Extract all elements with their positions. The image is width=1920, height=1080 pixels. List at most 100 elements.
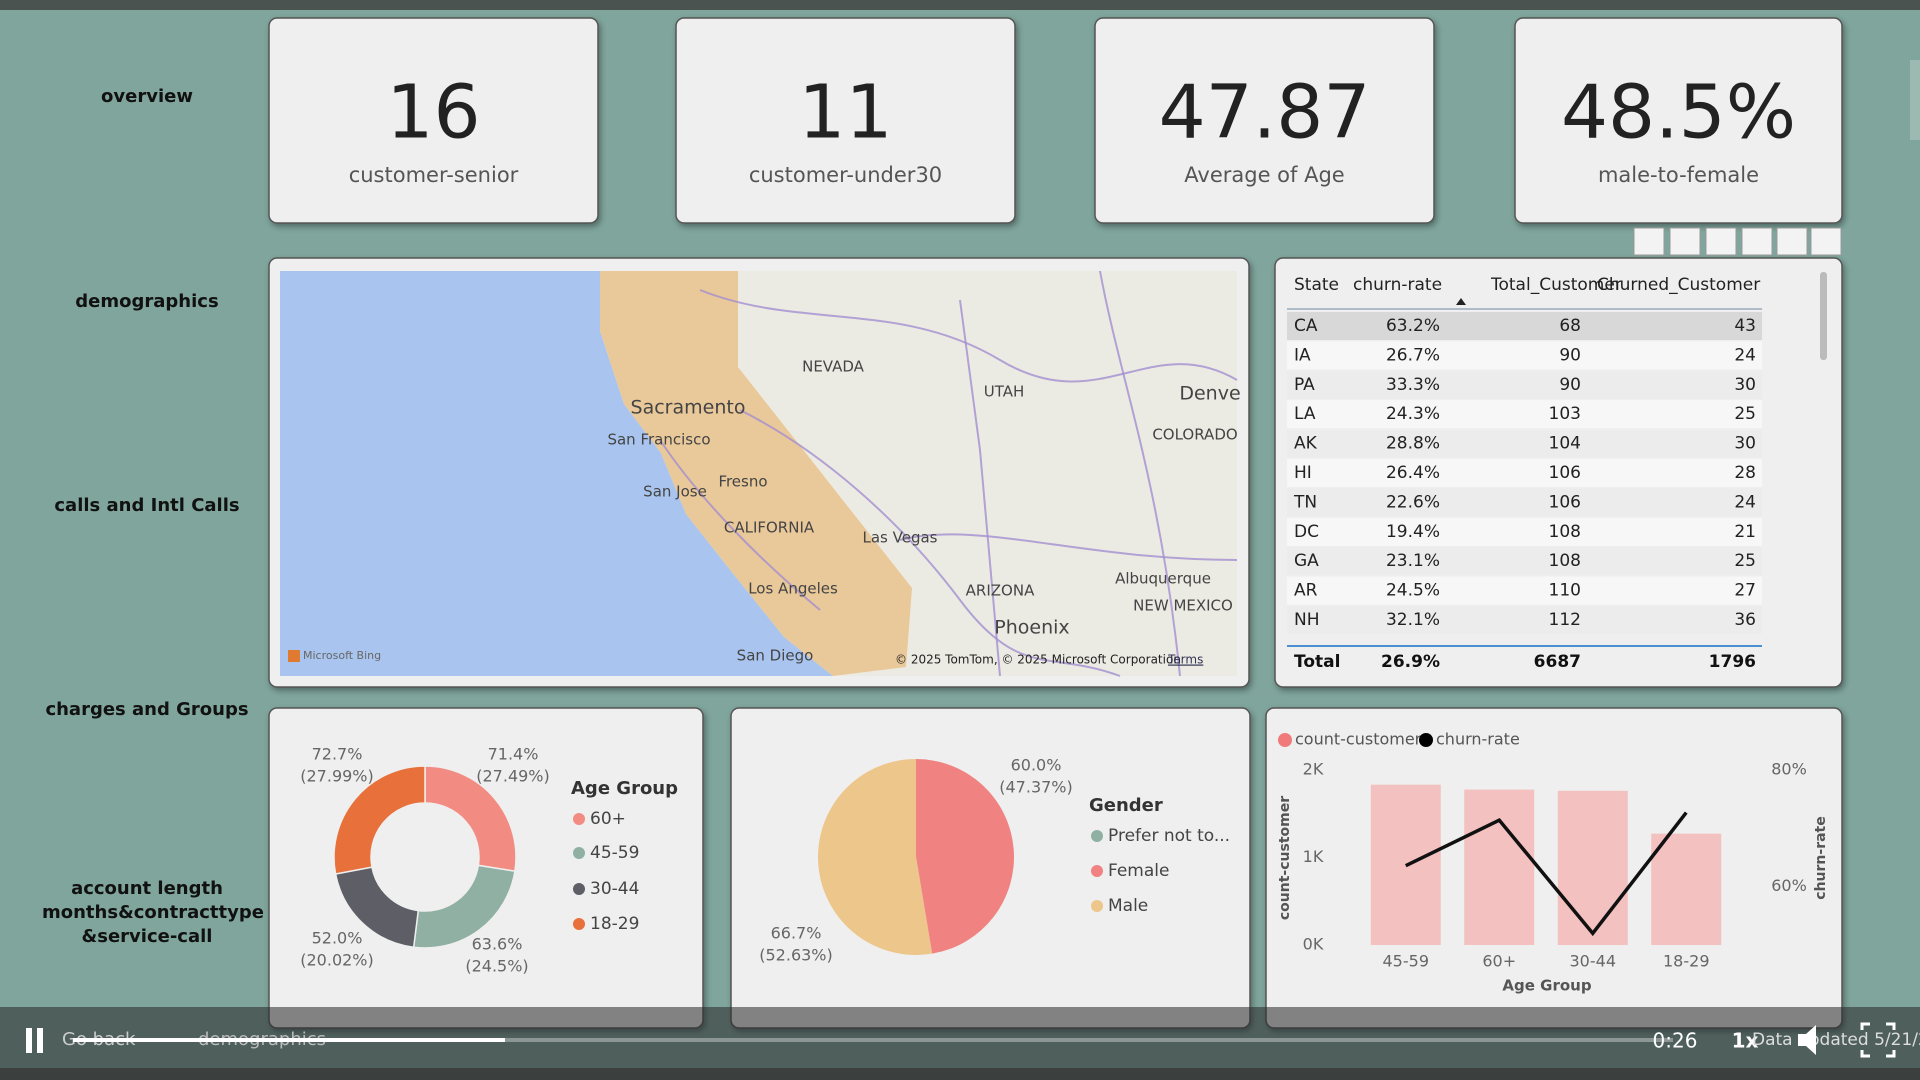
table-cell: DC bbox=[1294, 522, 1319, 542]
y2-tick-label: 80% bbox=[1771, 760, 1807, 779]
table-row[interactable] bbox=[1287, 547, 1762, 576]
map-label: NEVADA bbox=[802, 358, 865, 376]
map-label: CALIFORNIA bbox=[724, 519, 815, 537]
table-row[interactable] bbox=[1287, 341, 1762, 370]
fullscreen-button[interactable] bbox=[1860, 1022, 1896, 1058]
table-cell: GA bbox=[1294, 551, 1319, 571]
scrollbar[interactable] bbox=[1820, 272, 1827, 360]
legend-label[interactable]: count-customer bbox=[1295, 730, 1422, 749]
toolbar-button[interactable] bbox=[1776, 227, 1808, 256]
x-tick-label: 18-29 bbox=[1663, 952, 1710, 971]
top-bar bbox=[0, 0, 1920, 10]
legend-label[interactable]: 45-59 bbox=[590, 843, 639, 863]
map-label: Las Vegas bbox=[863, 529, 938, 547]
data-label: (27.99%) bbox=[300, 767, 374, 786]
table-cell: TN bbox=[1293, 492, 1317, 512]
legend-label[interactable]: 18-29 bbox=[590, 914, 639, 934]
map-label: Los Angeles bbox=[748, 580, 838, 598]
table-cell: 32.1% bbox=[1386, 610, 1440, 630]
map-terms[interactable]: Terms bbox=[1167, 653, 1203, 667]
pause-bar[interactable] bbox=[26, 1028, 32, 1053]
data-label: 63.6% bbox=[472, 935, 523, 954]
table-cell: 24 bbox=[1734, 345, 1756, 365]
legend-marker bbox=[1278, 733, 1292, 747]
table-cell: 19.4% bbox=[1386, 522, 1440, 542]
map-logo: Microsoft Bing bbox=[303, 649, 381, 662]
table-cell: HI bbox=[1294, 463, 1312, 483]
legend-label[interactable]: churn-rate bbox=[1436, 730, 1520, 749]
column-header[interactable]: Churned_Customer bbox=[1597, 275, 1760, 295]
x-tick-label: 45-59 bbox=[1383, 952, 1430, 971]
legend-label[interactable]: 30-44 bbox=[590, 879, 639, 899]
map-label: Denve bbox=[1179, 383, 1240, 405]
nav-item[interactable]: account length months&contracttype &serv… bbox=[42, 878, 264, 947]
y2-axis-title: churn-rate bbox=[1813, 816, 1829, 899]
table-cell: 36 bbox=[1734, 610, 1756, 630]
toolbar-button[interactable] bbox=[1810, 227, 1842, 256]
toolbar-button[interactable] bbox=[1633, 227, 1665, 256]
table-row[interactable] bbox=[1287, 400, 1762, 429]
table-row[interactable] bbox=[1287, 488, 1762, 517]
edge-strip bbox=[1910, 60, 1920, 140]
total-cell: 6687 bbox=[1534, 652, 1581, 672]
pause-bar[interactable] bbox=[37, 1028, 43, 1053]
status: Data updated 5/21/25 bbox=[1752, 1030, 1920, 1050]
table-cell: 24.3% bbox=[1386, 404, 1440, 424]
toolbar-button[interactable] bbox=[1705, 227, 1737, 256]
toolbar-button[interactable] bbox=[1669, 227, 1701, 256]
table-cell: 26.7% bbox=[1386, 345, 1440, 365]
table-row[interactable] bbox=[1287, 312, 1762, 340]
map-label: Albuquerque bbox=[1115, 570, 1211, 588]
table-row[interactable] bbox=[1287, 606, 1762, 634]
map-road bbox=[699, 289, 1238, 383]
line bbox=[1404, 811, 1688, 937]
kpi-value: 47.87 bbox=[1159, 70, 1371, 156]
map-road bbox=[659, 439, 821, 611]
toolbar-button[interactable] bbox=[1741, 227, 1773, 256]
map-road bbox=[899, 533, 1238, 561]
nav-item[interactable]: charges and Groups bbox=[45, 699, 249, 720]
volume-button[interactable] bbox=[1798, 1025, 1816, 1055]
data-label: (27.49%) bbox=[476, 767, 550, 786]
table-row[interactable] bbox=[1287, 576, 1762, 605]
table-cell: CA bbox=[1294, 316, 1318, 336]
nav-item[interactable]: calls and Intl Calls bbox=[54, 495, 240, 516]
legend-marker bbox=[573, 883, 585, 895]
player-bar bbox=[0, 1007, 1920, 1068]
data-label: (24.5%) bbox=[465, 957, 528, 976]
legend-label[interactable]: Female bbox=[1108, 861, 1169, 881]
bar bbox=[1464, 789, 1535, 945]
table-row[interactable] bbox=[1287, 517, 1762, 546]
table-row[interactable] bbox=[1287, 459, 1762, 487]
column-header[interactable]: churn-rate bbox=[1353, 275, 1442, 295]
legend-label[interactable]: Male bbox=[1108, 896, 1148, 916]
map-road bbox=[739, 409, 1121, 677]
table-row[interactable] bbox=[1287, 429, 1762, 458]
kpi-label: male-to-female bbox=[1598, 163, 1759, 187]
panel bbox=[268, 17, 599, 224]
progress-track[interactable] bbox=[73, 1038, 1673, 1042]
nav-item[interactable]: demographics bbox=[75, 291, 219, 312]
map-label: UTAH bbox=[984, 383, 1025, 401]
y-tick-label: 1K bbox=[1303, 847, 1324, 866]
table-cell: 26.4% bbox=[1386, 463, 1440, 483]
column-header[interactable]: Total_Customer bbox=[1490, 275, 1622, 295]
table-row[interactable] bbox=[1287, 370, 1762, 399]
table-cell: 30 bbox=[1734, 434, 1756, 454]
slice bbox=[818, 759, 933, 955]
map-state bbox=[600, 271, 912, 676]
table-cell: 108 bbox=[1549, 522, 1581, 542]
nav-item[interactable]: overview bbox=[101, 86, 193, 107]
column-header[interactable]: State bbox=[1294, 275, 1339, 295]
table-cell: 63.2% bbox=[1386, 316, 1440, 336]
legend-title: Gender bbox=[1089, 795, 1163, 816]
map-label: Sacramento bbox=[631, 397, 746, 419]
table-cell: 21 bbox=[1734, 522, 1756, 542]
legend-marker bbox=[1419, 733, 1433, 747]
legend-label[interactable]: Prefer not to... bbox=[1108, 826, 1230, 846]
speed[interactable]: 1x bbox=[1732, 1029, 1759, 1053]
legend-label[interactable]: 60+ bbox=[590, 809, 626, 829]
table-cell: 25 bbox=[1734, 404, 1756, 424]
